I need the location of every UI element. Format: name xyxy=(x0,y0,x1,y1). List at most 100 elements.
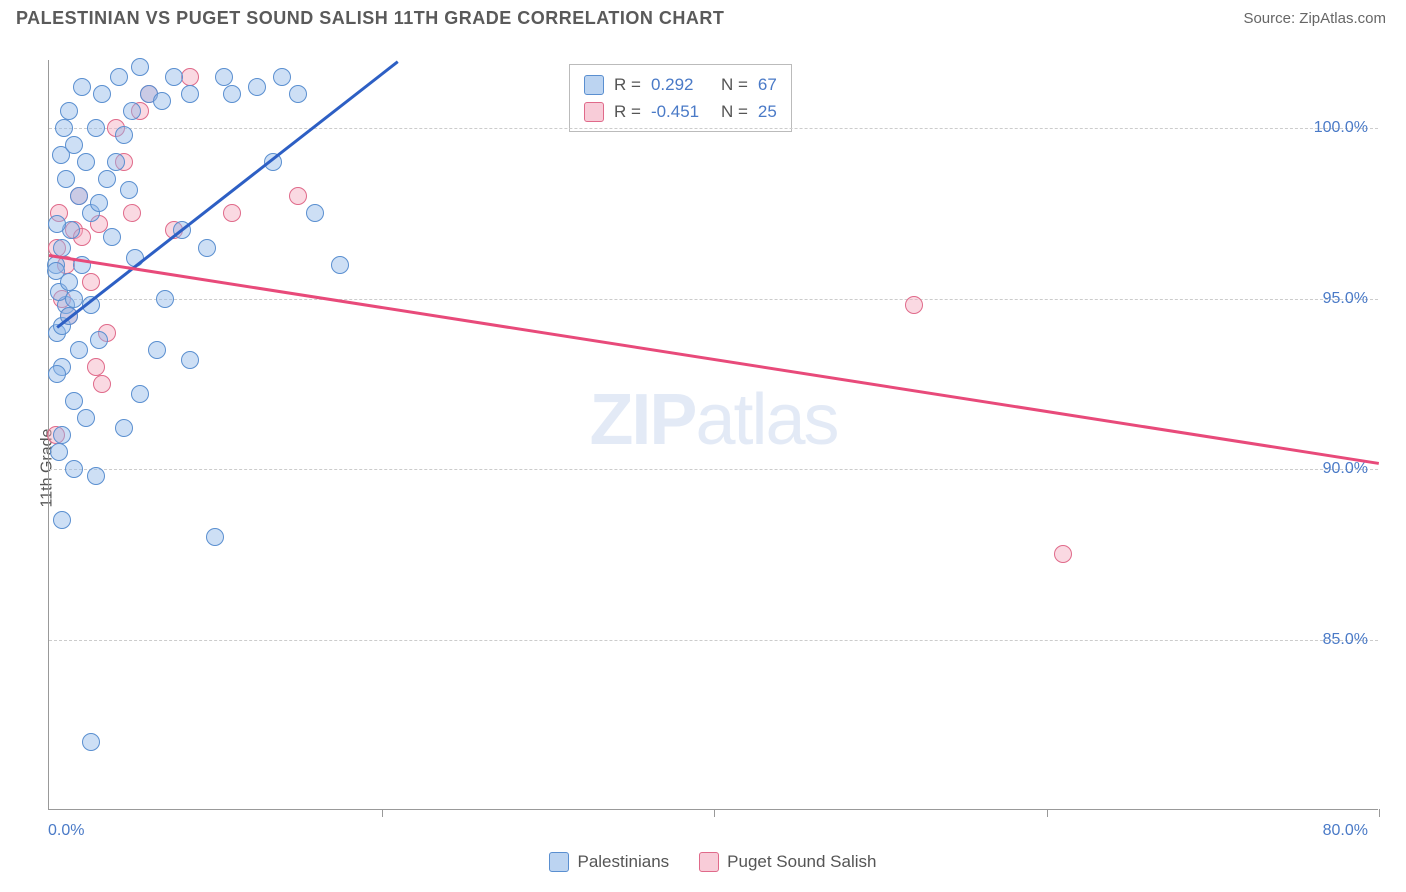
chart-source: Source: ZipAtlas.com xyxy=(1243,10,1386,27)
n-value-pink: 25 xyxy=(758,98,777,125)
legend-label-blue: Palestinians xyxy=(577,852,669,872)
data-point xyxy=(115,419,133,437)
data-point xyxy=(153,92,171,110)
data-point xyxy=(123,102,141,120)
y-tick-label: 90.0% xyxy=(1323,460,1368,478)
swatch-pink xyxy=(584,102,604,122)
data-point xyxy=(165,68,183,86)
data-point xyxy=(120,181,138,199)
data-point xyxy=(77,153,95,171)
data-point xyxy=(289,85,307,103)
swatch-blue-icon xyxy=(549,852,569,872)
watermark-rest: atlas xyxy=(695,380,837,460)
data-point xyxy=(47,262,65,280)
data-point xyxy=(65,290,83,308)
data-point xyxy=(215,68,233,86)
data-point xyxy=(273,68,291,86)
data-point xyxy=(181,68,199,86)
data-point xyxy=(93,85,111,103)
chart-title: PALESTINIAN VS PUGET SOUND SALISH 11TH G… xyxy=(16,8,724,29)
gridline xyxy=(49,128,1378,129)
trend-line xyxy=(49,254,1379,464)
legend-item-pink: Puget Sound Salish xyxy=(699,852,876,872)
data-point xyxy=(156,290,174,308)
data-point xyxy=(50,443,68,461)
data-point xyxy=(148,341,166,359)
x-tick xyxy=(382,809,383,817)
r-label: R = xyxy=(614,71,641,98)
data-point xyxy=(223,204,241,222)
data-point xyxy=(93,375,111,393)
data-point xyxy=(87,358,105,376)
data-point xyxy=(181,85,199,103)
data-point xyxy=(248,78,266,96)
data-point xyxy=(53,426,71,444)
data-point xyxy=(131,385,149,403)
data-point xyxy=(48,365,66,383)
y-tick-label: 85.0% xyxy=(1323,631,1368,649)
data-point xyxy=(223,85,241,103)
data-point xyxy=(70,341,88,359)
x-tick-0: 0.0% xyxy=(48,822,84,840)
swatch-pink-icon xyxy=(699,852,719,872)
data-point xyxy=(65,136,83,154)
data-point xyxy=(87,119,105,137)
gridline xyxy=(49,640,1378,641)
data-point xyxy=(131,58,149,76)
data-point xyxy=(331,256,349,274)
data-point xyxy=(98,170,116,188)
data-point xyxy=(110,68,128,86)
watermark: ZIPatlas xyxy=(589,379,837,461)
data-point xyxy=(306,204,324,222)
plot-region: ZIPatlas R = 0.292 N = 67 R = -0.451 N =… xyxy=(48,60,1378,810)
data-point xyxy=(1054,545,1072,563)
legend-item-blue: Palestinians xyxy=(549,852,669,872)
data-point xyxy=(53,511,71,529)
data-point xyxy=(123,204,141,222)
n-value-blue: 67 xyxy=(758,71,777,98)
data-point xyxy=(60,102,78,120)
y-tick-label: 95.0% xyxy=(1323,290,1368,308)
swatch-blue xyxy=(584,75,604,95)
gridline xyxy=(49,469,1378,470)
data-point xyxy=(77,409,95,427)
data-point xyxy=(70,187,88,205)
y-tick-label: 100.0% xyxy=(1314,119,1368,137)
data-point xyxy=(65,460,83,478)
data-point xyxy=(87,467,105,485)
chart-area: 11th Grade ZIPatlas R = 0.292 N = 67 R =… xyxy=(0,44,1406,892)
r-value-blue: 0.292 xyxy=(651,71,711,98)
series-legend: Palestinians Puget Sound Salish xyxy=(48,852,1378,872)
data-point xyxy=(57,170,75,188)
legend-row-blue: R = 0.292 N = 67 xyxy=(584,71,777,98)
data-point xyxy=(115,126,133,144)
data-point xyxy=(103,228,121,246)
correlation-legend: R = 0.292 N = 67 R = -0.451 N = 25 xyxy=(569,64,792,132)
data-point xyxy=(73,78,91,96)
data-point xyxy=(82,733,100,751)
legend-label-pink: Puget Sound Salish xyxy=(727,852,876,872)
x-tick xyxy=(714,809,715,817)
data-point xyxy=(48,215,66,233)
n-label: N = xyxy=(721,71,748,98)
data-point xyxy=(82,273,100,291)
data-point xyxy=(181,351,199,369)
r-label: R = xyxy=(614,98,641,125)
data-point xyxy=(905,296,923,314)
data-point xyxy=(107,153,125,171)
gridline xyxy=(49,299,1378,300)
watermark-bold: ZIP xyxy=(589,380,695,460)
data-point xyxy=(90,194,108,212)
legend-row-pink: R = -0.451 N = 25 xyxy=(584,98,777,125)
x-tick xyxy=(1047,809,1048,817)
data-point xyxy=(53,239,71,257)
data-point xyxy=(55,119,73,137)
data-point xyxy=(198,239,216,257)
r-value-pink: -0.451 xyxy=(651,98,711,125)
data-point xyxy=(206,528,224,546)
data-point xyxy=(65,392,83,410)
chart-header: PALESTINIAN VS PUGET SOUND SALISH 11TH G… xyxy=(0,0,1406,37)
data-point xyxy=(289,187,307,205)
n-label: N = xyxy=(721,98,748,125)
x-tick xyxy=(1379,809,1380,817)
